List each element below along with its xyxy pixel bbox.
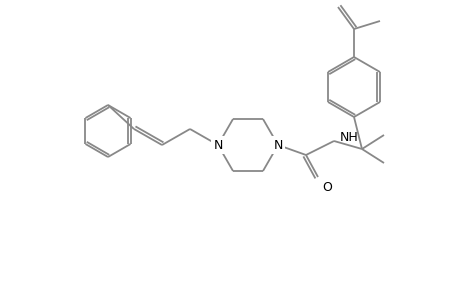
Text: NH: NH [339, 130, 358, 143]
Text: N: N [213, 139, 222, 152]
Text: N: N [273, 139, 282, 152]
Text: O: O [321, 181, 331, 194]
